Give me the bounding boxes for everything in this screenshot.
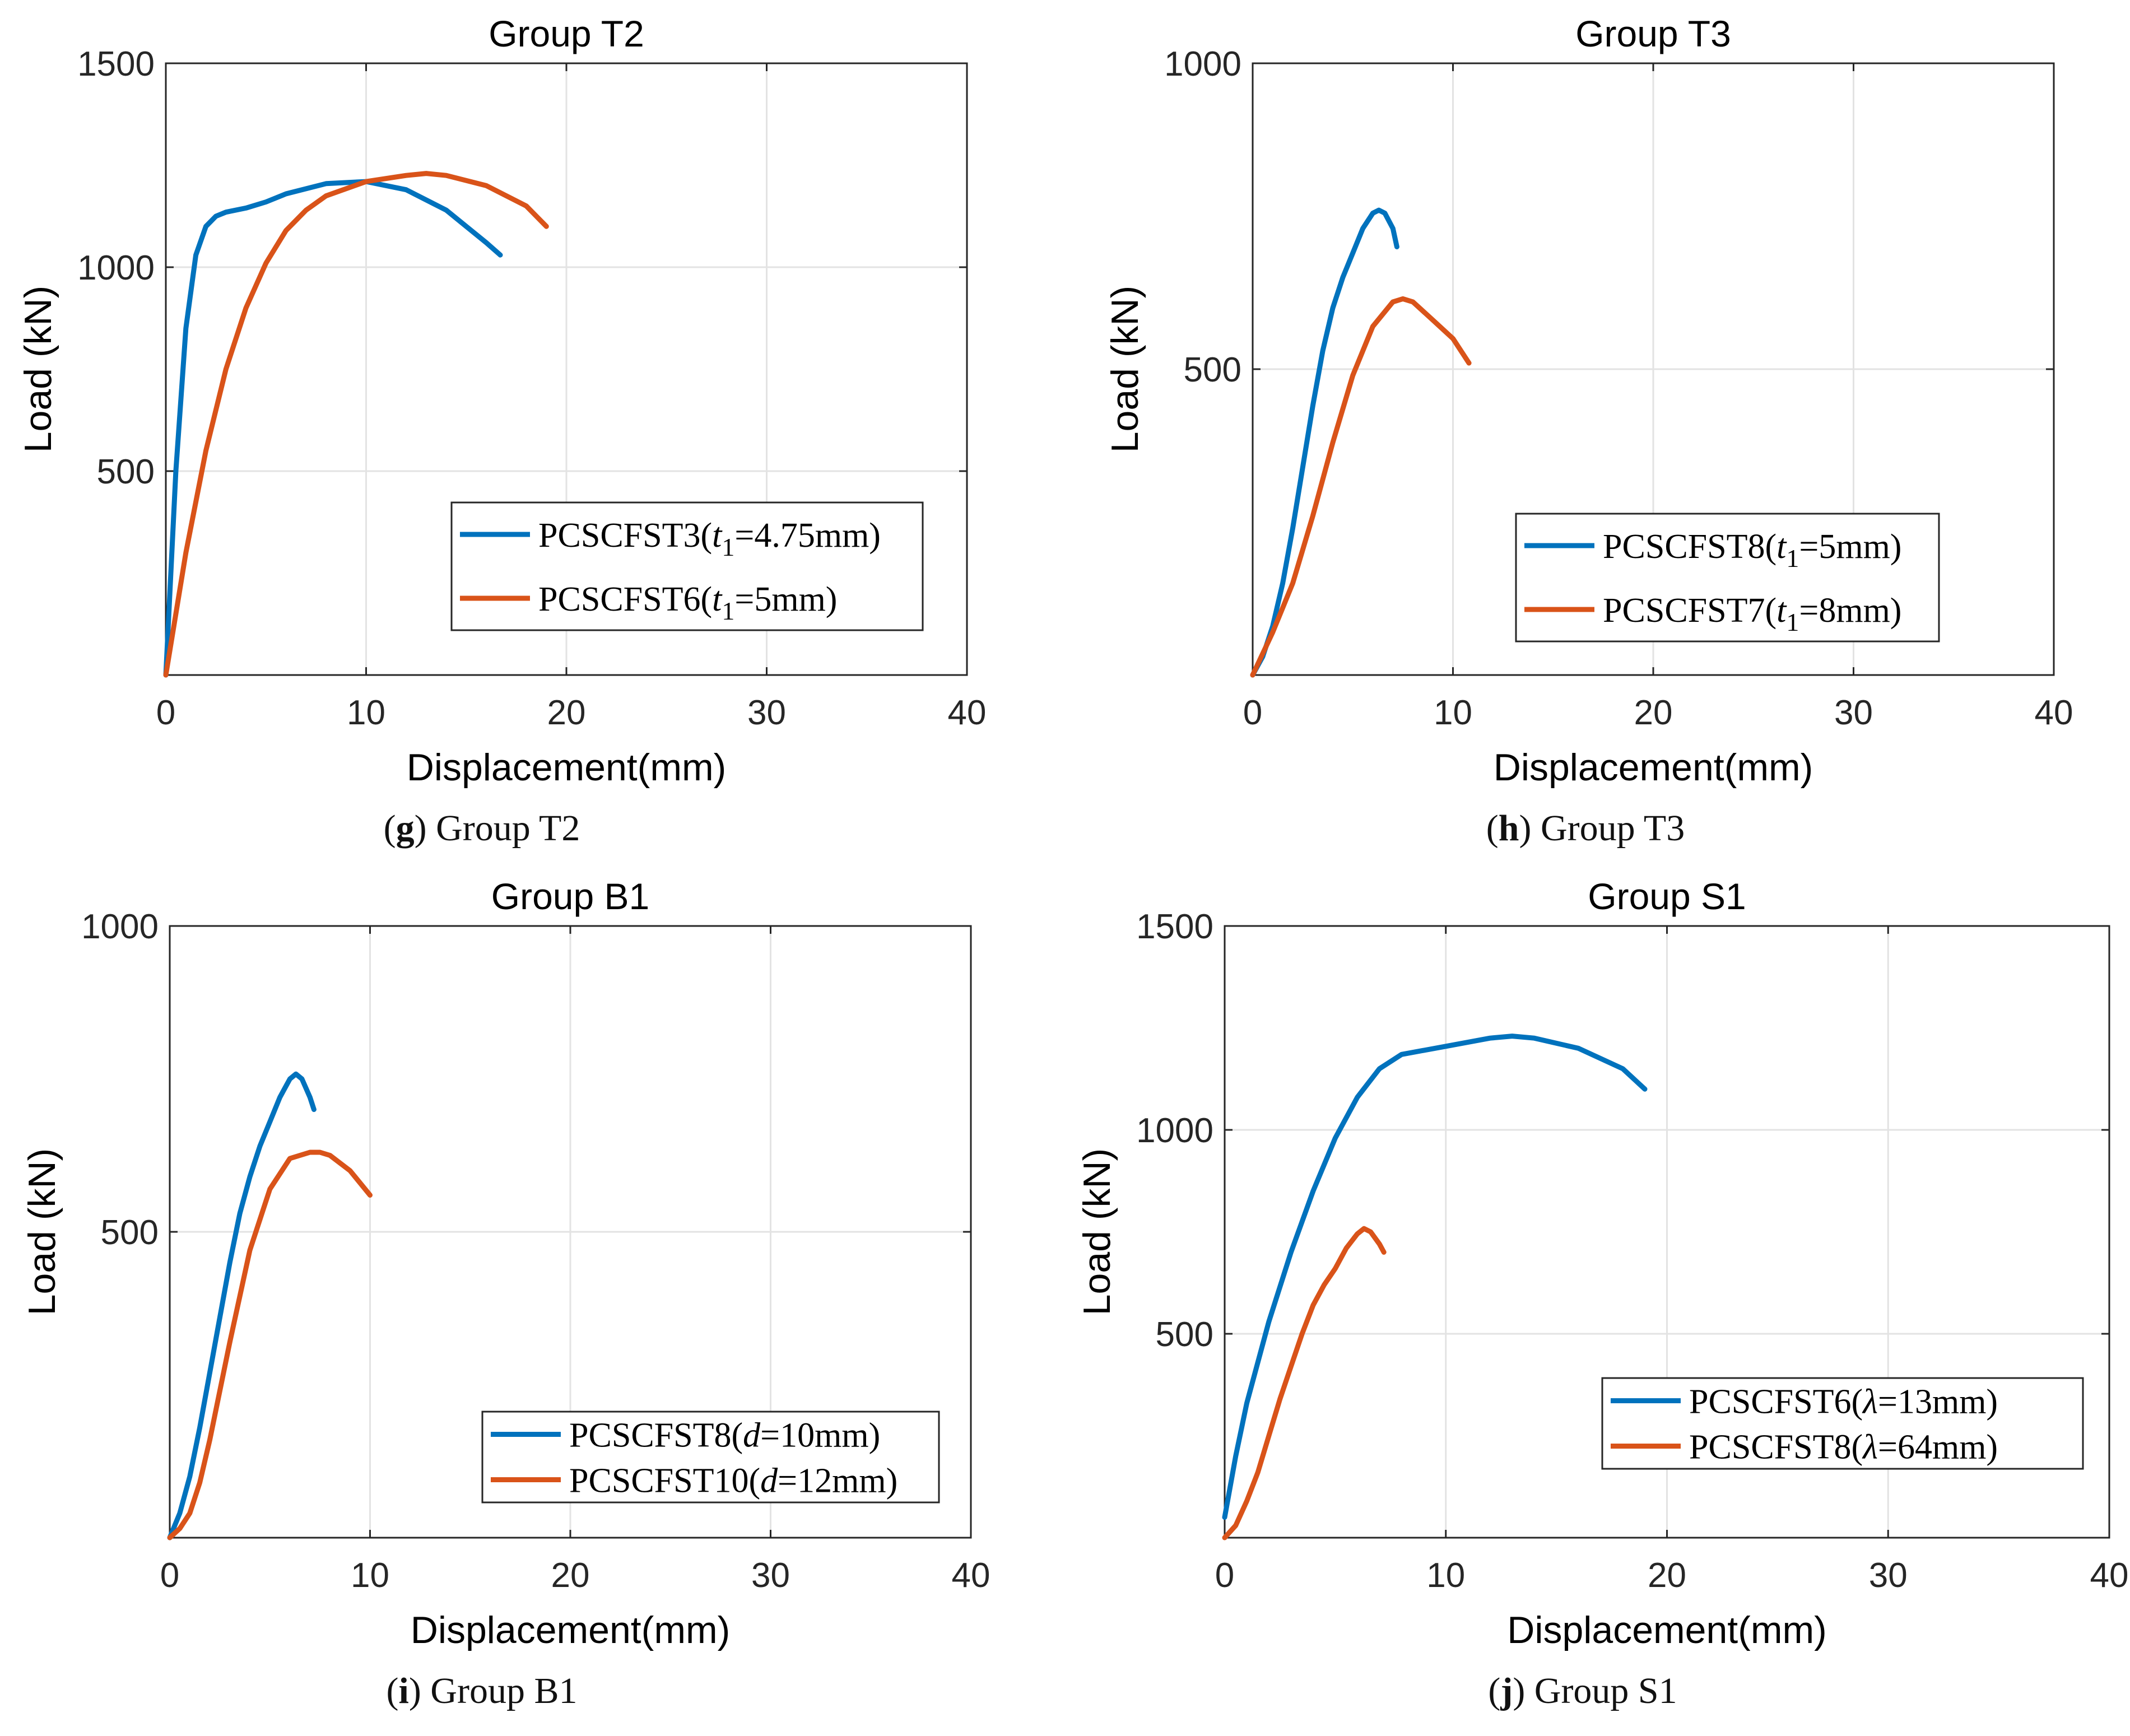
panel-g: 0 10 20 30 40 500 1000 1500 Group T2 Displacement… [17, 13, 986, 849]
panel-i-legend: PCSCFST8(d=10mm) PCSCFST10(d=12mm) [481, 1411, 940, 1504]
panel-i-x-tick-label: 20 [551, 1556, 590, 1595]
panel-h-ylabel: Load (kN) [1104, 286, 1146, 453]
panel-j-x-tick-label: 0 [1215, 1556, 1234, 1595]
panel-i-xlabel: Displacement(mm) [411, 1609, 731, 1651]
panel-g-legend-label-1: PCSCFST6(t1=5mm) [538, 580, 837, 625]
panel-h-series-1-line [1250, 296, 1472, 678]
panel-g-x-tick-label: 40 [948, 694, 987, 732]
panel-j-x-tick-label: 10 [1426, 1556, 1465, 1595]
panel-j-series-0-line [1222, 1034, 1648, 1520]
panel-g-legend: PCSCFST3(t1=4.75mm) PCSCFST6(t1=5mm) [450, 501, 924, 631]
panel-h-x-tick-label: 30 [1834, 694, 1873, 732]
panel-g-legend-label-0: PCSCFST3(t1=4.75mm) [538, 516, 881, 561]
panel-i-x-tick-label: 0 [160, 1556, 179, 1595]
panel-h-series-0-line [1250, 207, 1399, 678]
panel-h-legend-label-0: PCSCFST8(t1=5mm) [1603, 528, 1901, 573]
panel-j-y-tick-label: 1500 [1136, 907, 1213, 946]
panel-i-caption: (i) Group B1 [387, 1670, 578, 1711]
panel-j-y-tick-label: 1000 [1136, 1111, 1213, 1150]
panel-j-x-tick-label: 20 [1648, 1556, 1686, 1595]
panel-g-x-tick-label: 0 [156, 694, 175, 732]
panel-g-title: Group T2 [489, 13, 644, 54]
panel-h-title: Group T3 [1575, 13, 1731, 54]
panel-i-x-tick-label: 10 [351, 1556, 389, 1595]
panel-j-caption: (j) Group S1 [1488, 1670, 1677, 1711]
panel-i-legend-label-1: PCSCFST10(d=12mm) [569, 1462, 897, 1500]
panel-h-x-tick-label: 10 [1434, 694, 1472, 732]
panel-g-caption: (g) Group T2 [384, 808, 580, 849]
panel-h-y-tick-label: 1000 [1164, 45, 1241, 83]
panel-i: 0 10 20 30 40 500 1000 Group B1 Displacement(mm)… [21, 876, 990, 1711]
panel-i-title: Group B1 [491, 876, 650, 917]
panel-g-legend-box [450, 501, 924, 631]
panel-g-series-0-line [163, 179, 503, 678]
panel-g-y-tick-label: 1500 [77, 45, 155, 83]
panel-h-legend: PCSCFST8(t1=5mm) PCSCFST7(t1=8mm) [1515, 513, 1940, 643]
panel-j-x-tick-label: 30 [1869, 1556, 1908, 1595]
panel-i-y-tick-label: 500 [101, 1213, 159, 1252]
panel-i-y-tick-label: 1000 [81, 907, 159, 946]
panel-i-legend-label-0: PCSCFST8(d=10mm) [569, 1417, 880, 1455]
panel-h-x-tick-label: 20 [1634, 694, 1673, 732]
panel-i-series-0-line [167, 1071, 317, 1540]
panel-i-series-1-line [167, 1149, 373, 1540]
panel-i-ylabel: Load (kN) [21, 1148, 63, 1316]
panel-j-series-1-line [1222, 1226, 1387, 1540]
panel-h-caption: (h) Group T3 [1486, 808, 1685, 849]
panel-i-x-tick-label: 40 [952, 1556, 990, 1595]
panel-j-ylabel: Load (kN) [1076, 1148, 1118, 1316]
panel-g-y-tick-label: 1000 [77, 249, 155, 287]
panel-j-legend-box [1601, 1377, 2084, 1470]
panel-g-y-tick-label: 500 [97, 453, 155, 491]
panel-h-legend-label-1: PCSCFST7(t1=8mm) [1603, 592, 1901, 636]
panel-h-y-tick-label: 500 [1184, 351, 1241, 389]
panel-g-x-tick-label: 20 [547, 694, 586, 732]
panel-h-x-tick-label: 0 [1243, 694, 1262, 732]
panel-j-x-tick-label: 40 [2090, 1556, 2129, 1595]
panel-j-y-tick-label: 500 [1156, 1315, 1213, 1354]
panel-g-series-1-line [163, 171, 549, 678]
panel-j-xlabel: Displacement(mm) [1507, 1609, 1827, 1651]
panel-j: 0 10 20 30 40 500 1000 1500 Group S1 Displacement… [1076, 876, 2128, 1711]
panel-g-x-tick-label: 30 [747, 694, 786, 732]
panel-h-x-tick-label: 40 [2035, 694, 2073, 732]
panel-j-title: Group S1 [1588, 876, 1746, 917]
panel-h: 0 10 20 30 40 500 1000 Group T3 Displacement(mm)… [1104, 13, 2073, 849]
panel-i-x-tick-label: 30 [751, 1556, 790, 1595]
panel-j-legend: PCSCFST6(λ=13mm) PCSCFST8(λ=64mm) [1601, 1377, 2084, 1470]
panel-j-legend-label-0: PCSCFST6(λ=13mm) [1689, 1383, 1998, 1421]
panel-h-xlabel: Displacement(mm) [1494, 746, 1813, 789]
panel-g-ylabel: Load (kN) [17, 286, 59, 453]
panel-i-legend-box [481, 1411, 940, 1504]
panel-h-legend-box [1515, 513, 1940, 643]
panel-g-x-tick-label: 10 [347, 694, 385, 732]
panel-j-legend-label-1: PCSCFST8(λ=64mm) [1689, 1428, 1998, 1467]
panel-g-xlabel: Displacement(mm) [407, 746, 727, 789]
